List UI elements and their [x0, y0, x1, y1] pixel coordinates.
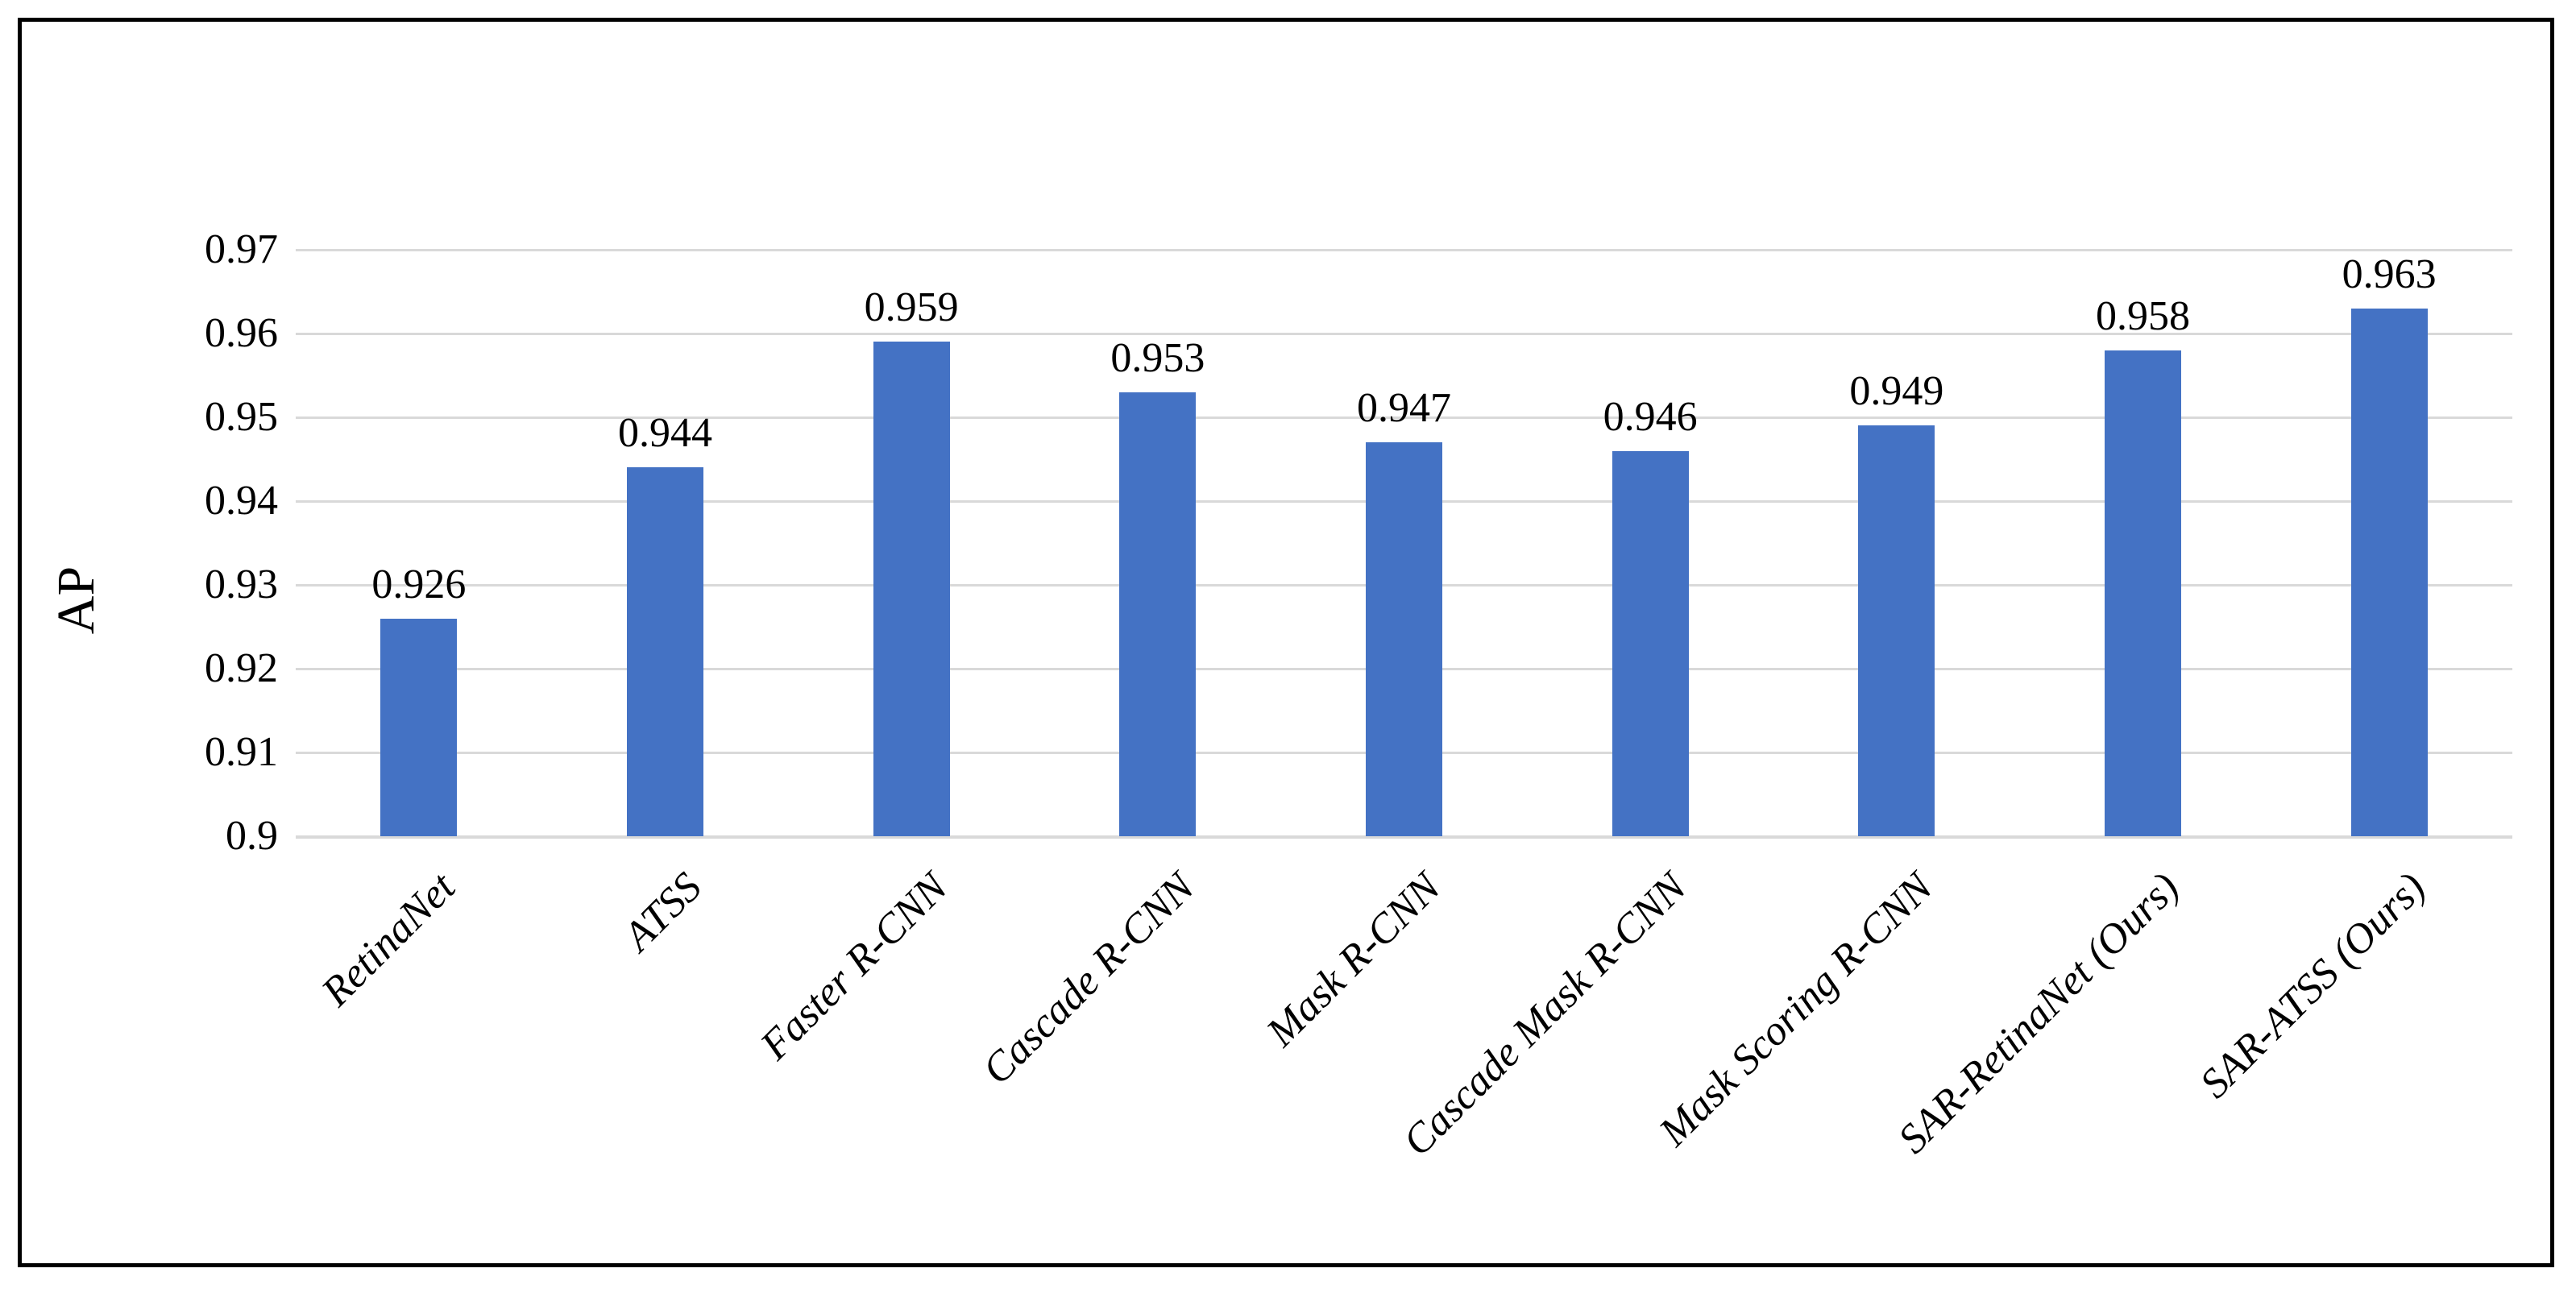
y-tick-label-0.96: 0.96 — [205, 310, 278, 356]
gridline-0.96 — [296, 333, 2512, 335]
gridline-0.9 — [296, 835, 2512, 839]
bar-retinanet — [380, 618, 458, 836]
y-tick-label-0.91: 0.91 — [205, 729, 278, 775]
y-axis-title: AP — [47, 566, 106, 635]
bar-sar-atss-ours — [2350, 308, 2428, 836]
bar-cascade-mask-r-cnn — [1612, 450, 1689, 836]
y-tick-label-0.95: 0.95 — [205, 394, 278, 440]
chart-border — [18, 18, 2554, 1267]
y-tick-label-0.94: 0.94 — [205, 478, 278, 524]
bar-value-label-cascade-r-cnn: 0.953 — [1110, 334, 1205, 381]
bar-faster-r-cnn — [873, 342, 950, 836]
bar-mask-r-cnn — [1366, 442, 1442, 836]
bar-mask-scoring-r-cnn — [1858, 425, 1935, 836]
bar-value-label-faster-r-cnn: 0.959 — [864, 284, 959, 331]
bar-atss — [627, 467, 703, 836]
gridline-0.97 — [296, 249, 2512, 251]
y-tick-label-0.93: 0.93 — [205, 562, 278, 607]
gridline-0.95 — [296, 417, 2512, 419]
y-tick-label-0.97: 0.97 — [205, 226, 278, 272]
bar-value-label-atss: 0.944 — [618, 410, 712, 457]
bar-value-label-retinanet: 0.926 — [371, 561, 467, 607]
bar-cascade-r-cnn — [1119, 392, 1197, 836]
y-tick-label-0.9: 0.9 — [226, 813, 278, 859]
bar-value-label-sar-atss-ours: 0.963 — [2342, 251, 2437, 297]
bar-value-label-cascade-mask-r-cnn: 0.946 — [1603, 393, 1698, 440]
bar-value-label-sar-retinanet-ours: 0.958 — [2096, 292, 2190, 339]
bar-value-label-mask-scoring-r-cnn: 0.949 — [1849, 368, 1944, 415]
bar-value-label-mask-r-cnn: 0.947 — [1357, 385, 1451, 432]
y-tick-label-0.92: 0.92 — [205, 645, 278, 691]
bar-sar-retinanet-ours — [2105, 350, 2181, 836]
